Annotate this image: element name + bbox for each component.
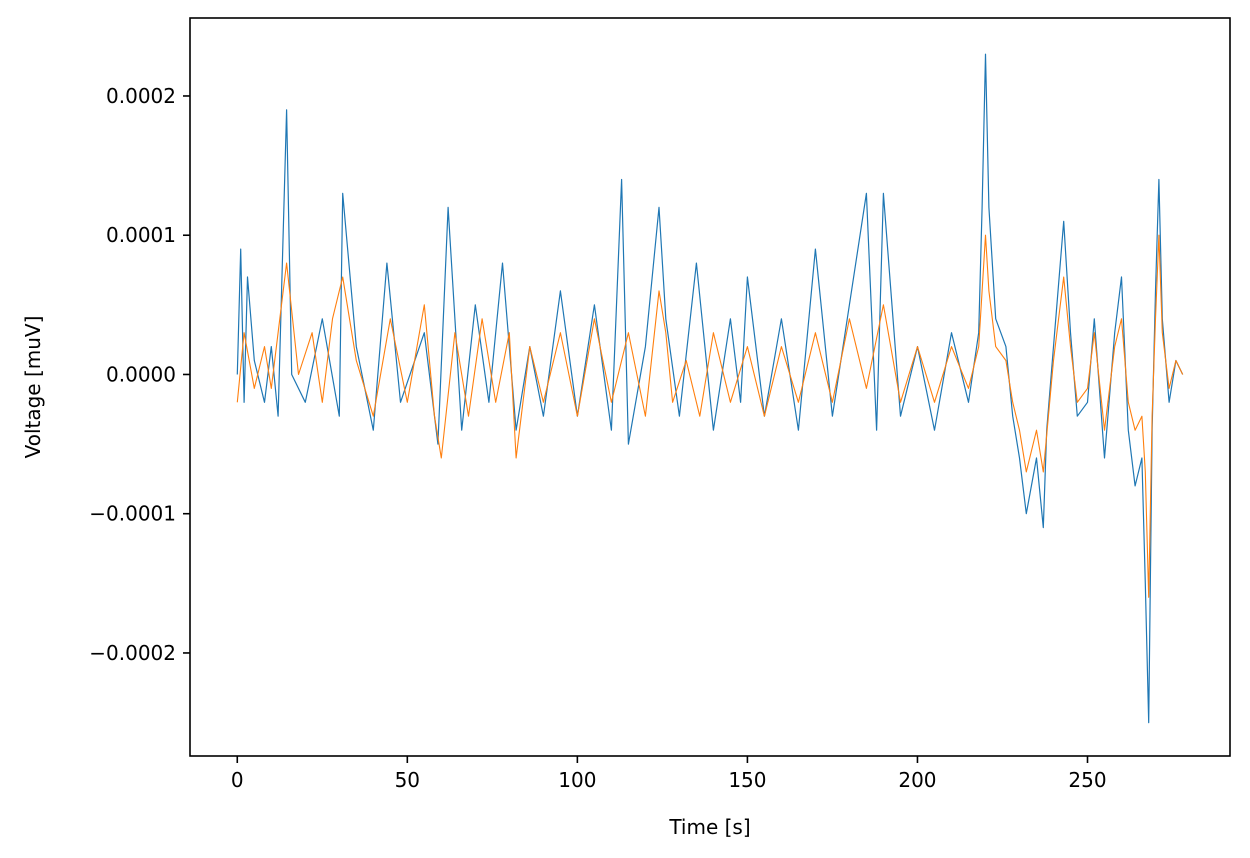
y-tick-label: −0.0001 xyxy=(89,502,176,526)
x-tick-label: 250 xyxy=(1068,768,1106,792)
x-axis-ticks: 0 50 100 150 200 250 xyxy=(231,756,1107,792)
y-tick-label: 0.0002 xyxy=(106,84,176,108)
y-tick-label: 0.0001 xyxy=(106,223,176,247)
x-axis-label: Time [s] xyxy=(668,815,750,839)
x-tick-label: 0 xyxy=(231,768,244,792)
y-tick-label: 0.0000 xyxy=(106,362,176,386)
series-line-1 xyxy=(236,53,1184,724)
y-axis-ticks: −0.0002 −0.0001 0.0000 0.0001 0.0002 xyxy=(89,84,190,665)
plot-area xyxy=(190,18,1230,756)
series-layer xyxy=(236,53,1184,724)
x-tick-label: 200 xyxy=(898,768,936,792)
x-tick-label: 150 xyxy=(728,768,766,792)
y-tick-label: −0.0002 xyxy=(89,641,176,665)
x-tick-label: 100 xyxy=(558,768,596,792)
series-line-2 xyxy=(236,234,1184,598)
plot-frame xyxy=(189,17,1231,757)
x-tick-label: 50 xyxy=(395,768,420,792)
y-axis-label: Voltage [muV] xyxy=(21,316,45,459)
